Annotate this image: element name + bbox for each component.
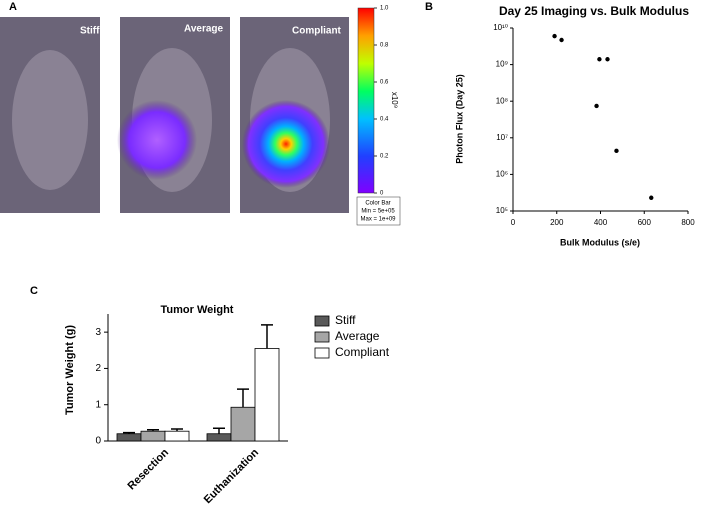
- y-tick-label: 10¹⁰: [493, 23, 508, 32]
- point: [559, 37, 564, 43]
- colorbar-tick-label: 1.0: [380, 6, 389, 12]
- error-bar: [237, 388, 249, 408]
- colorbar-caption: Color Bar: [365, 201, 390, 207]
- colorbar-tick-label: 0.6: [380, 80, 389, 86]
- y-tick-label: 10⁵: [496, 206, 508, 215]
- image-label: Compliant: [292, 26, 342, 37]
- error-bar: [123, 431, 135, 434]
- x-tick-label: 800: [681, 218, 695, 227]
- image-label: Stiff: [80, 26, 100, 37]
- colorbar: [357, 7, 375, 194]
- x-axis-label: Bulk Modulus (s/e): [560, 237, 640, 247]
- y-tick-label: 0: [95, 436, 101, 447]
- bar: [254, 348, 280, 442]
- x-tick-label: 200: [550, 218, 564, 227]
- colorbar-tick-label: 0: [380, 191, 384, 197]
- x-tick-label: Resection: [126, 446, 172, 492]
- point: [614, 148, 619, 154]
- y-tick-label: 2: [95, 363, 101, 374]
- signal: [242, 100, 330, 188]
- bar: [230, 406, 256, 442]
- legend-swatch: [314, 331, 330, 343]
- legend-swatch: [314, 347, 330, 359]
- colorbar-caption-box: [356, 196, 401, 226]
- y-axis-label: Tumor Weight (g): [64, 325, 76, 415]
- x-tick-label: 0: [511, 218, 516, 227]
- error-bar: [147, 429, 159, 432]
- colorbar-caption: Min = 5e+05: [361, 209, 395, 215]
- chart-title: Day 25 Imaging vs. Bulk Modulus: [499, 4, 689, 18]
- legend-label: Compliant: [335, 345, 390, 359]
- point: [605, 57, 610, 62]
- point: [597, 57, 602, 62]
- error-bar: [213, 427, 225, 434]
- bar: [206, 433, 232, 442]
- bar: [140, 430, 166, 442]
- colorbar-tick-label: 0.8: [380, 43, 389, 49]
- y-tick-label: 10⁶: [496, 170, 508, 179]
- y-tick-label: 10⁸: [496, 96, 508, 105]
- colorbar-caption: Max = 1e+09: [360, 217, 396, 223]
- colorbar-tick-label: 0.2: [380, 154, 389, 160]
- mouse-images: [0, 7, 401, 226]
- mouse-body: [12, 50, 88, 190]
- legend-label: Average: [335, 329, 380, 343]
- y-axis-label: Photon Flux (Day 25): [454, 74, 464, 164]
- colorbar-tick-label: 0.4: [380, 117, 389, 123]
- y-tick-label: 1: [95, 399, 101, 410]
- x-tick-label: Euthanization: [202, 446, 262, 506]
- point: [552, 33, 557, 39]
- y-tick-label: 3: [95, 327, 101, 338]
- error-bar: [171, 428, 183, 432]
- bar: [116, 433, 142, 442]
- chart-title: Tumor Weight: [161, 304, 234, 316]
- panel-label: B: [425, 1, 433, 13]
- panel-label: C: [30, 285, 38, 297]
- y-tick-label: 10⁷: [496, 133, 508, 142]
- x-tick-label: 600: [638, 218, 652, 227]
- error-bar: [261, 324, 273, 349]
- colorbar-unit: x10⁹: [390, 92, 399, 108]
- legend-label: Stiff: [335, 313, 356, 327]
- bar: [164, 430, 190, 442]
- y-tick-label: 10⁹: [496, 60, 508, 69]
- point: [594, 103, 599, 109]
- panel-label: A: [9, 1, 17, 13]
- x-tick-label: 400: [594, 218, 608, 227]
- signal: [117, 100, 197, 180]
- legend-swatch: [314, 315, 330, 327]
- image-label: Average: [184, 24, 224, 35]
- point: [649, 195, 654, 200]
